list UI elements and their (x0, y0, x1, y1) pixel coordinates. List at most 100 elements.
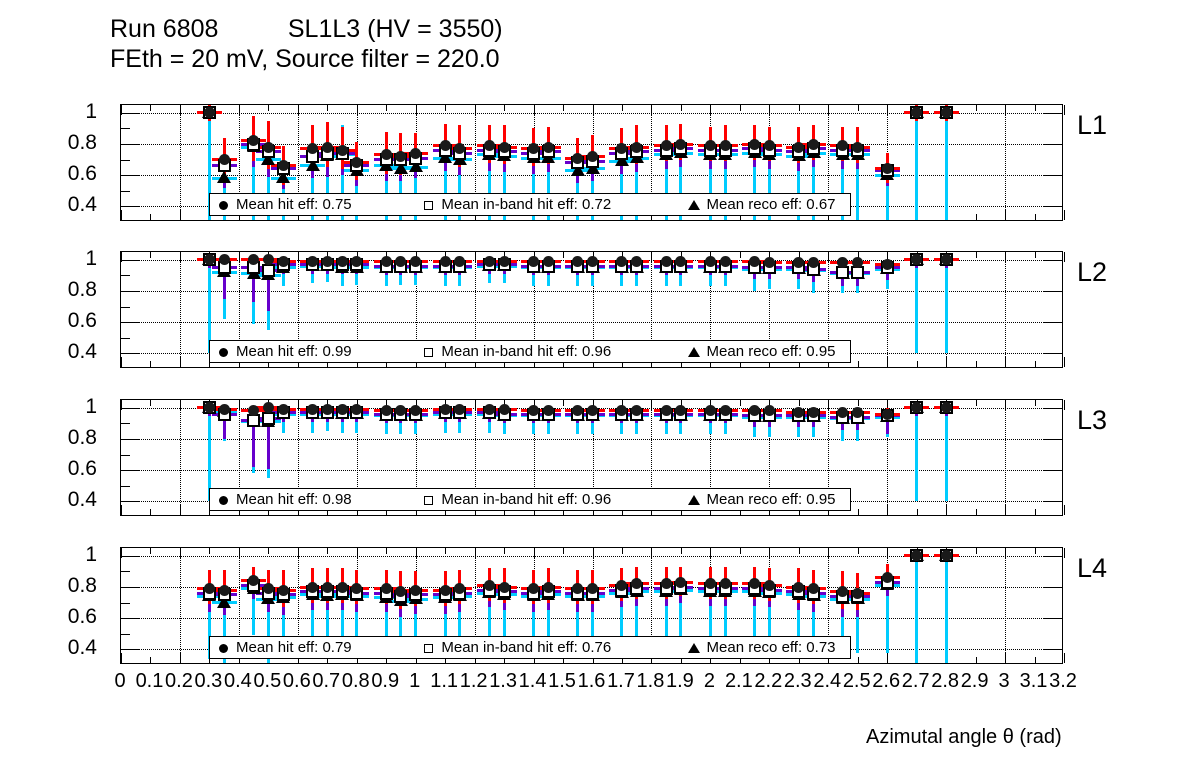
error-bar-cap (845, 145, 871, 149)
x-axis-tick-top (327, 252, 329, 258)
data-point-marker (792, 261, 806, 275)
error-bar (620, 131, 624, 174)
error-bar (797, 568, 801, 603)
x-axis-tick-top (179, 548, 181, 558)
panel-l1: Mean hit eff: 0.75 Mean in-band hit eff: … (120, 104, 1065, 221)
x-axis-tick (504, 657, 506, 663)
x-axis-tick-top (710, 400, 712, 410)
error-bar (635, 566, 639, 600)
x-axis-tick (504, 361, 506, 367)
error-bar (856, 259, 860, 270)
y-axis-tick (121, 618, 139, 620)
x-axis-tick-top (1064, 105, 1065, 115)
error-bar-cap (786, 261, 812, 265)
gridline-vertical (533, 252, 535, 367)
error-bar (340, 407, 344, 433)
error-bar-cap (388, 154, 414, 158)
x-axis-tick (327, 657, 329, 663)
error-bar-cap (270, 262, 296, 266)
error-bar-cap (786, 415, 812, 419)
error-bar (502, 128, 506, 173)
data-point-marker (483, 255, 495, 267)
panel-frame: Mean hit eff: 0.75 Mean in-band hit eff: … (120, 104, 1065, 221)
y-axis-tick (121, 112, 139, 114)
x-axis-tick-top (887, 548, 889, 558)
x-axis-tick-label: 1.9 (666, 670, 694, 692)
data-point-marker (659, 582, 673, 596)
gridline-vertical (474, 105, 476, 220)
x-axis-tick-label: 0.8 (341, 670, 370, 692)
legend-item: Mean in-band hit eff: 0.76 (415, 639, 680, 656)
error-bar-cap (668, 264, 694, 268)
x-axis-tick-label: 0.7 (312, 670, 341, 692)
error-bar (635, 261, 639, 287)
data-point-marker (277, 403, 289, 415)
data-point-marker (247, 413, 261, 427)
x-axis-tick (887, 210, 889, 220)
error-bar-cap (432, 148, 458, 152)
x-axis-tick (621, 657, 623, 663)
error-bar-cap (211, 270, 237, 274)
error-bar (384, 261, 388, 276)
error-bar-cap (565, 414, 591, 418)
error-bar-cap (388, 590, 414, 594)
x-axis-tick-top (857, 252, 859, 258)
error-bar (841, 571, 845, 609)
x-axis-tick-top (238, 400, 240, 410)
error-bar-cap (845, 153, 871, 157)
x-axis-tick-top (592, 252, 594, 262)
data-point-marker (261, 592, 276, 605)
error-bar-cap (300, 410, 326, 414)
error-bar (502, 568, 506, 603)
data-point-marker (571, 259, 585, 273)
data-point-marker (438, 407, 453, 420)
x-axis-tick (946, 653, 948, 663)
open-square-icon (423, 643, 433, 653)
x-axis-tick-label: 3.2 (1049, 670, 1077, 692)
data-point-marker (393, 594, 408, 607)
data-point-marker (835, 411, 850, 424)
gridline-vertical (946, 548, 948, 663)
filled-circle-icon (218, 495, 228, 505)
legend-label: Mean hit eff: 0.75 (236, 196, 352, 213)
error-bar-cap (786, 145, 812, 149)
error-bar (753, 407, 757, 416)
gridline-vertical (474, 400, 476, 515)
error-bar (502, 571, 506, 611)
error-bar (340, 571, 344, 611)
error-bar-cap (800, 410, 827, 414)
data-point-marker (673, 260, 688, 273)
data-point-marker (335, 407, 350, 420)
x-axis-tick-top (680, 105, 682, 111)
error-bar (679, 566, 683, 597)
x-axis-tick-top (621, 105, 623, 111)
y-axis-tick-label: 1 (85, 246, 97, 270)
data-point-marker (246, 140, 261, 153)
x-axis-tick-top (386, 400, 388, 406)
error-bar-cap (329, 410, 355, 414)
error-bar (340, 261, 344, 287)
error-bar (576, 572, 580, 612)
x-axis-tick-top (533, 400, 535, 410)
legend-item: Mean hit eff: 0.99 (210, 343, 415, 360)
data-point-marker (261, 268, 276, 281)
error-bar-cap (742, 147, 768, 151)
x-axis-tick-top (445, 252, 447, 258)
error-bar (841, 259, 845, 270)
x-axis-tick-top (887, 105, 889, 115)
x-axis-tick-top (828, 400, 830, 410)
error-bar-cap (668, 588, 694, 592)
data-point-marker (630, 145, 644, 159)
y-axis-tick-label: 0.8 (67, 426, 97, 449)
title-line-1: Run 6808 SL1L3 (HV = 3550) (110, 15, 503, 43)
x-axis-tick (946, 210, 948, 220)
error-bar-cap (653, 266, 679, 270)
x-axis-tick-top (680, 548, 682, 554)
data-point-marker (452, 152, 467, 165)
error-bar-cap (668, 580, 694, 584)
data-point-marker (276, 588, 290, 602)
gridline-vertical (179, 252, 181, 367)
y-axis-tick-right (1044, 618, 1062, 620)
error-bar-cap (314, 151, 340, 155)
y-axis-tick-right (1044, 259, 1062, 261)
